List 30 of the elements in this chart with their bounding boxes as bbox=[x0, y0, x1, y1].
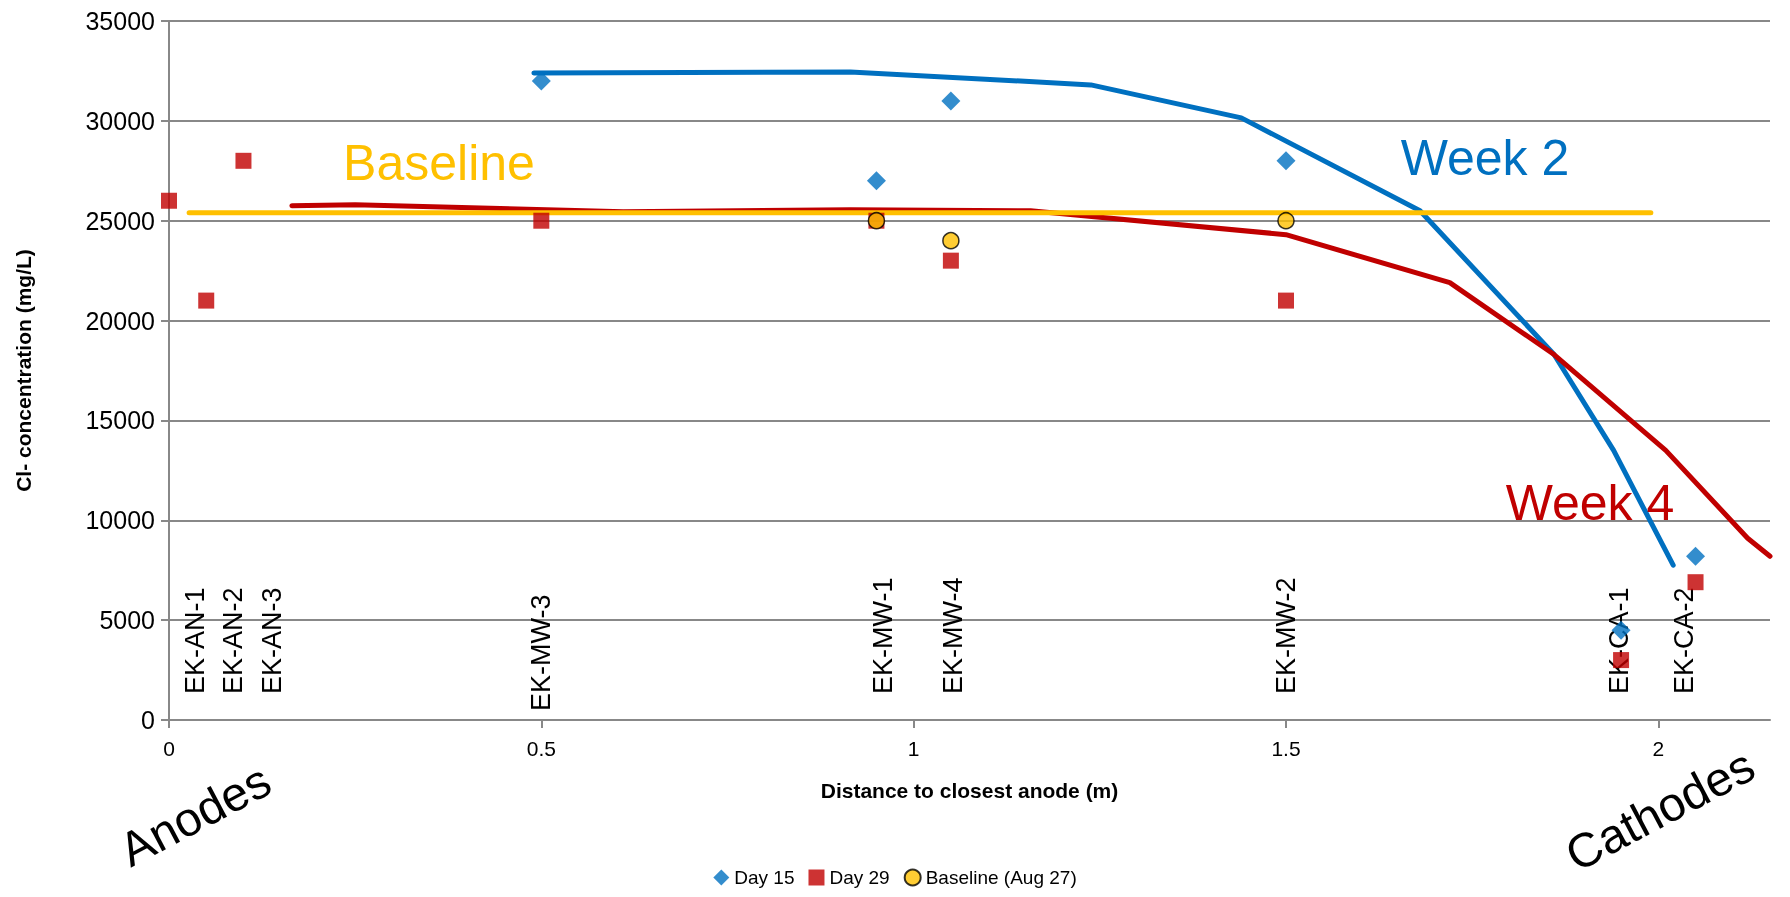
x-tick-label: 1 bbox=[907, 737, 920, 760]
y-tick-label: 5000 bbox=[99, 606, 155, 635]
x-tick-label: 0.5 bbox=[526, 737, 556, 760]
annotation: Week 4 bbox=[1505, 475, 1675, 531]
y-axis-title: Cl- concentration (mg/L) bbox=[12, 249, 35, 492]
legend-label: Baseline (Aug 27) bbox=[925, 867, 1077, 888]
y-tick-label: 15000 bbox=[85, 406, 155, 435]
y-tick-label: 30000 bbox=[85, 106, 155, 135]
annotation: EK-MW-4 bbox=[938, 577, 968, 694]
legend-label: Day 15 bbox=[734, 867, 795, 888]
y-tick-label: 25000 bbox=[85, 206, 155, 235]
y-tick-label: 35000 bbox=[85, 7, 155, 35]
annotation: EK-MW-3 bbox=[526, 594, 556, 711]
annotation: EK-AN-3 bbox=[257, 587, 287, 694]
annotation: EK-CA-1 bbox=[1604, 587, 1634, 694]
y-tick-label: 0 bbox=[141, 706, 155, 734]
annotation: EK-CA-2 bbox=[1669, 587, 1699, 694]
annotation: EK-AN-2 bbox=[218, 587, 248, 694]
annotation: Baseline bbox=[343, 135, 535, 191]
x-tick-label: 0 bbox=[163, 737, 175, 760]
x-tick-label: 2 bbox=[1652, 737, 1665, 760]
x-tick-label: 1.5 bbox=[1271, 737, 1301, 760]
annotation: Week 2 bbox=[1400, 130, 1570, 186]
annotation: EK-AN-1 bbox=[180, 587, 210, 694]
y-tick-label: 20000 bbox=[85, 306, 155, 335]
legend-label: Day 29 bbox=[829, 867, 890, 888]
annotation: EK-MW-1 bbox=[868, 577, 898, 694]
annotation: EK-MW-2 bbox=[1271, 577, 1301, 694]
y-tick-label: 10000 bbox=[85, 506, 155, 535]
x-axis-title: Distance to closest anode (m) bbox=[820, 779, 1119, 802]
